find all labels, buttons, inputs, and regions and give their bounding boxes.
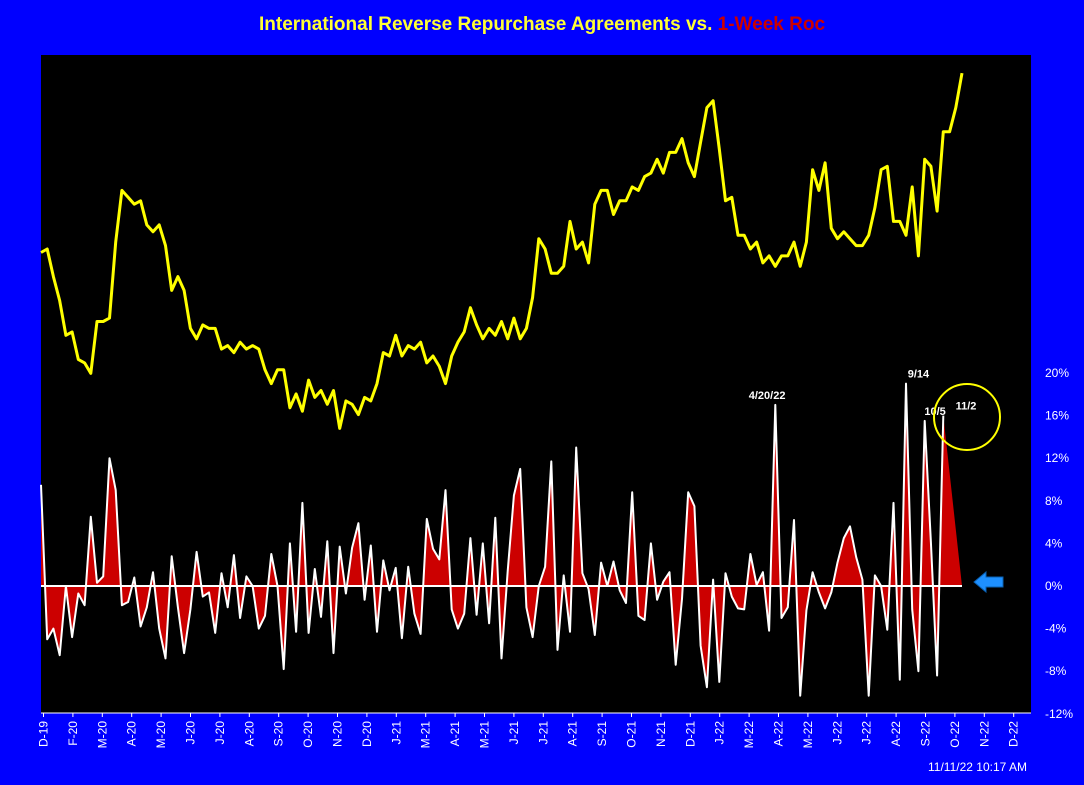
x-tick-label: J-21 xyxy=(536,721,550,745)
x-tick-label: A-21 xyxy=(448,721,462,747)
title-vs: vs. xyxy=(680,14,718,35)
y-tick-label: 8% xyxy=(1045,494,1063,508)
x-tick-label: J-22 xyxy=(713,721,727,745)
x-tick-label: J-22 xyxy=(830,721,844,745)
y-tick-label: -8% xyxy=(1045,664,1067,678)
title-series-level: International Reverse Repurchase Agreeme… xyxy=(258,14,681,35)
x-tick-label: M-22 xyxy=(801,721,815,749)
x-tick-label: D-21 xyxy=(683,721,697,747)
y-tick-label: 0% xyxy=(1045,579,1063,593)
y-tick-label: 20% xyxy=(1045,366,1069,380)
y-tick-label: 12% xyxy=(1045,451,1069,465)
x-tick-label: N-21 xyxy=(654,721,668,747)
x-tick-label: A-22 xyxy=(772,721,786,747)
x-tick-label: J-21 xyxy=(389,721,403,745)
chart-title: International Reverse Repurchase Agreeme… xyxy=(0,14,1084,36)
y-tick-label: -4% xyxy=(1045,622,1067,636)
y-tick-label: 16% xyxy=(1045,409,1069,423)
annotation-label: 4/20/22 xyxy=(749,390,786,402)
x-tick-label: A-20 xyxy=(125,721,139,747)
roc-series-line xyxy=(40,382,945,697)
x-tick-label: M-22 xyxy=(742,721,756,749)
level-series-line xyxy=(40,72,964,430)
x-tick-label: F-20 xyxy=(66,721,80,746)
annotation-label: 11/2 xyxy=(956,401,977,413)
x-tick-label: J-22 xyxy=(860,721,874,745)
x-tick-label: O-20 xyxy=(301,721,315,748)
x-tick-label: J-20 xyxy=(213,721,227,745)
y-tick-label: 4% xyxy=(1045,536,1063,550)
timestamp: 11/11/22 10:17 AM xyxy=(928,760,1027,774)
x-tick-label: D-20 xyxy=(360,721,374,747)
x-tick-label: N-22 xyxy=(977,721,991,747)
x-tick-label: A-20 xyxy=(242,721,256,747)
x-tick-label: M-21 xyxy=(419,721,433,749)
annotation-label: 9/14 xyxy=(908,369,930,381)
x-tick-label: O-21 xyxy=(625,721,639,748)
x-tick-label: S-20 xyxy=(272,721,286,747)
arrow-left-icon xyxy=(973,570,1004,594)
x-tick-label: A-22 xyxy=(889,721,903,747)
highlight-circle xyxy=(933,383,1001,451)
x-tick-label: S-22 xyxy=(919,721,933,747)
x-tick-label: D-22 xyxy=(1007,721,1021,747)
roc-layer xyxy=(40,382,962,697)
x-tick-label: N-20 xyxy=(331,721,345,747)
x-tick-label: J-20 xyxy=(184,721,198,745)
axis-layer: 20% 16% 12% 8% 4% 0% -4% -8% -12% D-19 F-20 M-20 A-2… xyxy=(37,366,1074,748)
x-tick-label: D-19 xyxy=(37,721,51,747)
x-tick-label: S-21 xyxy=(595,721,609,747)
title-series-roc: 1-Week Roc xyxy=(717,14,826,35)
x-tick-label: O-22 xyxy=(948,721,962,748)
x-tick-label: J-21 xyxy=(507,721,521,745)
x-tick-label: A-21 xyxy=(566,721,580,747)
x-tick-label: M-20 xyxy=(154,721,168,749)
x-tick-label: M-20 xyxy=(95,721,109,749)
level-layer xyxy=(40,72,964,430)
y-tick-label: -12% xyxy=(1045,707,1073,721)
x-tick-label: M-21 xyxy=(478,721,492,749)
